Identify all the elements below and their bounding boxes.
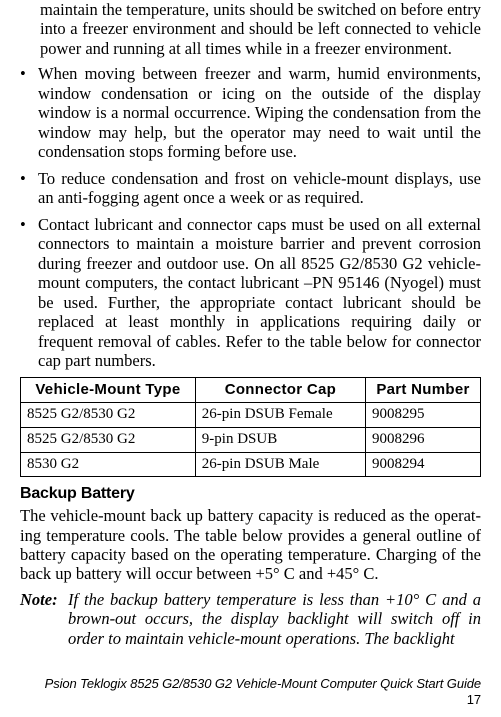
note-label: Note: bbox=[20, 590, 68, 648]
table-row: 8530 G2 26-pin DSUB Male 9008294 bbox=[21, 452, 481, 477]
list-item: • When moving between freezer and warm, … bbox=[20, 64, 481, 161]
bullet-list: • When moving between freezer and warm, … bbox=[20, 64, 481, 370]
table-row: 8525 G2/8530 G2 26-pin DSUB Female 90082… bbox=[21, 403, 481, 428]
section-body: The vehicle-mount back up battery capaci… bbox=[20, 506, 481, 584]
table-cell: 8530 G2 bbox=[21, 452, 196, 477]
bullet-text: When moving between freezer and warm, hu… bbox=[38, 64, 481, 161]
table-cell: 9008294 bbox=[365, 452, 480, 477]
list-item: • To reduce condensation and frost on ve… bbox=[20, 169, 481, 208]
bullet-text: To reduce condensation and frost on vehi… bbox=[38, 169, 481, 208]
table-cell: 8525 G2/8530 G2 bbox=[21, 427, 196, 452]
table-cell: 9008295 bbox=[365, 403, 480, 428]
table-cell: 9-pin DSUB bbox=[195, 427, 365, 452]
bullet-marker: • bbox=[20, 64, 38, 161]
bullet-text: Contact lubricant and connector caps mus… bbox=[38, 215, 481, 371]
page-footer: Psion Teklogix 8525 G2/8530 G2 Vehicle-M… bbox=[20, 676, 481, 707]
connector-cap-table: Vehicle-Mount Type Connector Cap Part Nu… bbox=[20, 377, 481, 477]
table-cell: 9008296 bbox=[365, 427, 480, 452]
table-header: Vehicle-Mount Type bbox=[21, 378, 196, 403]
section-heading-backup-battery: Backup Battery bbox=[20, 485, 481, 504]
table-row: 8525 G2/8530 G2 9-pin DSUB 9008296 bbox=[21, 427, 481, 452]
page-number: 17 bbox=[467, 692, 481, 707]
partial-paragraph: maintain the temperature, units should b… bbox=[20, 0, 481, 58]
table-cell: 26-pin DSUB Female bbox=[195, 403, 365, 428]
note-body: If the backup battery temperature is les… bbox=[68, 590, 481, 648]
bullet-marker: • bbox=[20, 169, 38, 208]
footer-text: Psion Teklogix 8525 G2/8530 G2 Vehicle-M… bbox=[45, 676, 481, 691]
list-item: • Contact lubricant and connector caps m… bbox=[20, 215, 481, 371]
table-header-row: Vehicle-Mount Type Connector Cap Part Nu… bbox=[21, 378, 481, 403]
table-cell: 8525 G2/8530 G2 bbox=[21, 403, 196, 428]
table-header: Part Number bbox=[365, 378, 480, 403]
note-block: Note: If the backup battery temperature … bbox=[20, 590, 481, 648]
bullet-marker: • bbox=[20, 215, 38, 371]
table-cell: 26-pin DSUB Male bbox=[195, 452, 365, 477]
table-header: Connector Cap bbox=[195, 378, 365, 403]
